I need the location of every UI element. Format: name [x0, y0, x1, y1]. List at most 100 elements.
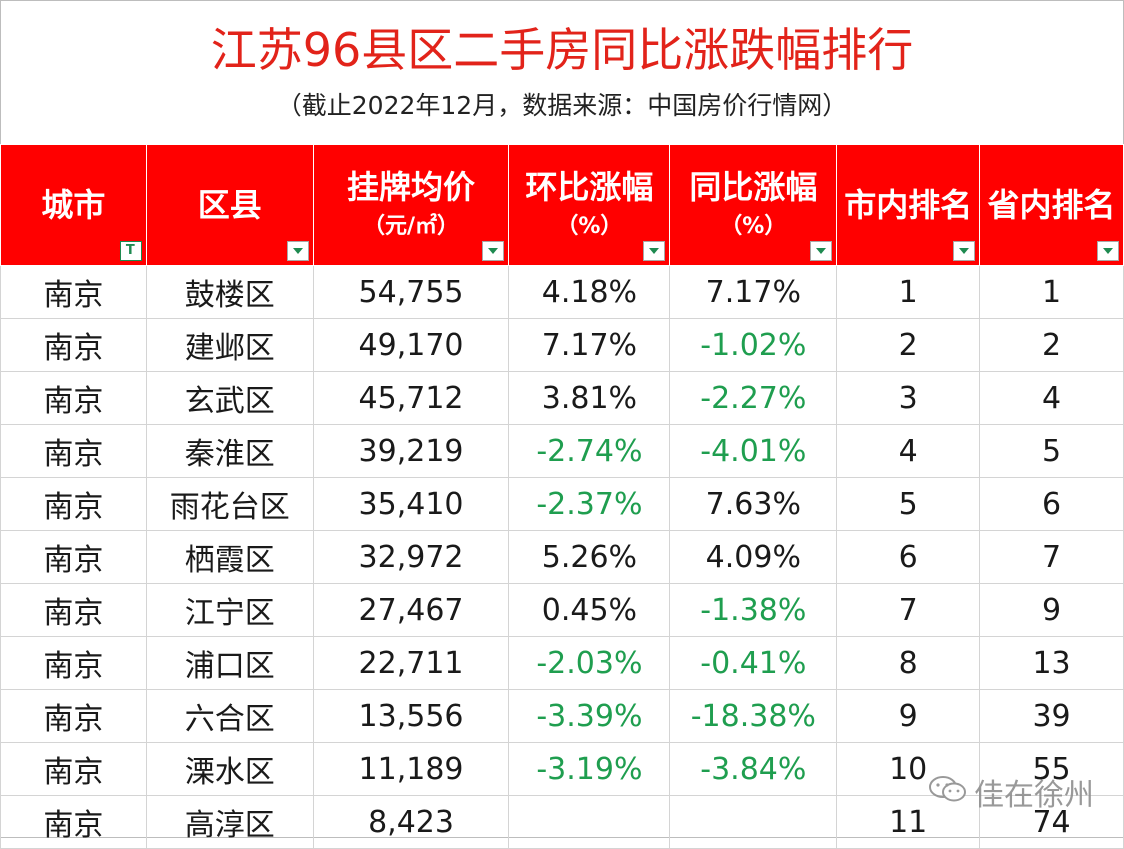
cell-district: 六合区 — [145, 689, 314, 743]
cell-city-rank: 6 — [836, 530, 981, 584]
table-row: 南京 秦淮区 39,219 -2.74% -4.01% 4 5 — [0, 424, 1124, 478]
header-label: 挂牌均价 — [347, 168, 476, 206]
cell-district: 鼓楼区 — [145, 265, 314, 319]
cell-mom: 4.18% — [508, 265, 671, 319]
table-row: 南京 江宁区 27,467 0.45% -1.38% 7 9 — [0, 583, 1124, 637]
cell-city-rank: 3 — [836, 371, 981, 425]
watermark-text: 佳在徐州 — [974, 778, 1094, 813]
table-row: 南京 建邺区 49,170 7.17% -1.02% 2 2 — [0, 318, 1124, 372]
cell-mom: -2.74% — [508, 424, 671, 478]
header-label: 城市 — [41, 186, 106, 224]
cell-city: 南京 — [0, 371, 147, 425]
cell-price: 45,712 — [312, 371, 510, 425]
page-title: 江苏96县区二手房同比涨跌幅排行 — [210, 23, 914, 77]
cell-city: 南京 — [0, 795, 147, 849]
filter-dropdown-icon[interactable] — [643, 241, 666, 261]
cell-yoy — [669, 795, 838, 849]
cell-city-rank: 8 — [836, 636, 981, 690]
cell-district: 江宁区 — [145, 583, 314, 637]
cell-district: 溧水区 — [145, 742, 314, 796]
header-unit: （元/㎡） — [363, 214, 460, 239]
cell-yoy: 7.63% — [669, 477, 838, 531]
cell-city: 南京 — [0, 689, 147, 743]
cell-mom: 0.45% — [508, 583, 671, 637]
cell-prov-rank: 55 — [979, 742, 1124, 796]
cell-mom: -3.19% — [508, 742, 671, 796]
header-price: 挂牌均价 （元/㎡） — [312, 144, 510, 266]
header-label: 同比涨幅 — [689, 168, 818, 206]
header-row: 城市 区县 挂牌均价 （元/㎡） 环比涨幅 （%） 同比涨幅 （%） — [0, 144, 1124, 266]
filter-dropdown-icon[interactable] — [953, 241, 976, 261]
wechat-icon — [929, 776, 966, 802]
cell-district: 高淳区 — [145, 795, 314, 849]
table-row: 南京 浦口区 22,711 -2.03% -0.41% 8 13 — [0, 636, 1124, 690]
cell-mom: -3.39% — [508, 689, 671, 743]
header-yoy: 同比涨幅 （%） — [669, 144, 838, 266]
cell-yoy: 7.17% — [669, 265, 838, 319]
cell-price: 27,467 — [312, 583, 510, 637]
cell-prov-rank: 39 — [979, 689, 1124, 743]
cell-mom: 7.17% — [508, 318, 671, 372]
header-label: 区县 — [197, 186, 262, 224]
page-subtitle: （截止2022年12月，数据来源：中国房价行情网） — [276, 91, 848, 120]
header-unit: （%） — [556, 214, 623, 239]
cell-prov-rank: 1 — [979, 265, 1124, 319]
cell-prov-rank: 5 — [979, 424, 1124, 478]
table-row: 南京 玄武区 45,712 3.81% -2.27% 3 4 — [0, 371, 1124, 425]
cell-prov-rank: 4 — [979, 371, 1124, 425]
cell-price: 35,410 — [312, 477, 510, 531]
cell-city-rank: 5 — [836, 477, 981, 531]
table-row: 南京 雨花台区 35,410 -2.37% 7.63% 5 6 — [0, 477, 1124, 531]
filter-dropdown-icon[interactable] — [810, 241, 833, 261]
cell-city-rank: 7 — [836, 583, 981, 637]
cell-city: 南京 — [0, 477, 147, 531]
table-row: 南京 六合区 13,556 -3.39% -18.38% 9 39 — [0, 689, 1124, 743]
cell-district: 秦淮区 — [145, 424, 314, 478]
cell-yoy: -1.38% — [669, 583, 838, 637]
cell-city-rank: 1 — [836, 265, 981, 319]
cell-price: 8,423 — [312, 795, 510, 849]
filter-active-icon[interactable] — [119, 241, 142, 261]
cell-yoy: -3.84% — [669, 742, 838, 796]
cell-prov-rank: 2 — [979, 318, 1124, 372]
cell-mom: -2.03% — [508, 636, 671, 690]
cell-prov-rank: 7 — [979, 530, 1124, 584]
cell-city-rank: 9 — [836, 689, 981, 743]
cell-district: 雨花台区 — [145, 477, 314, 531]
header-mom: 环比涨幅 （%） — [508, 144, 671, 266]
table-body: 南京 鼓楼区 54,755 4.18% 7.17% 1 1 南京 建邺区 49,170 7.17% -… — [0, 265, 1124, 849]
cell-district: 浦口区 — [145, 636, 314, 690]
filter-dropdown-icon[interactable] — [482, 241, 505, 261]
cell-price: 49,170 — [312, 318, 510, 372]
cell-city: 南京 — [0, 424, 147, 478]
cell-prov-rank: 6 — [979, 477, 1124, 531]
cell-city-rank: 4 — [836, 424, 981, 478]
cell-district: 栖霞区 — [145, 530, 314, 584]
cell-yoy: -4.01% — [669, 424, 838, 478]
cell-yoy: -1.02% — [669, 318, 838, 372]
header-city-rank: 市内排名 — [836, 144, 981, 266]
cell-prov-rank: 13 — [979, 636, 1124, 690]
watermark: 佳在徐州 — [928, 770, 1108, 813]
header-district: 区县 — [145, 144, 314, 266]
cell-yoy: 4.09% — [669, 530, 838, 584]
filter-dropdown-icon[interactable] — [286, 241, 309, 261]
cell-district: 建邺区 — [145, 318, 314, 372]
header-label: 省内排名 — [987, 186, 1116, 224]
cell-prov-rank: 9 — [979, 583, 1124, 637]
table-row: 南京 鼓楼区 54,755 4.18% 7.17% 1 1 — [0, 265, 1124, 319]
cell-price: 13,556 — [312, 689, 510, 743]
cell-city-rank: 2 — [836, 318, 981, 372]
header-label: 环比涨幅 — [525, 168, 654, 206]
cell-yoy: -18.38% — [669, 689, 838, 743]
cell-price: 39,219 — [312, 424, 510, 478]
cell-mom: 5.26% — [508, 530, 671, 584]
header-city: 城市 — [0, 144, 147, 266]
table-row: 南京 溧水区 11,189 -3.19% -3.84% 10 55 — [0, 742, 1124, 796]
filter-dropdown-icon[interactable] — [1097, 241, 1119, 261]
cell-mom — [508, 795, 671, 849]
cell-mom: 3.81% — [508, 371, 671, 425]
cell-price: 32,972 — [312, 530, 510, 584]
cell-price: 54,755 — [312, 265, 510, 319]
cell-price: 22,711 — [312, 636, 510, 690]
